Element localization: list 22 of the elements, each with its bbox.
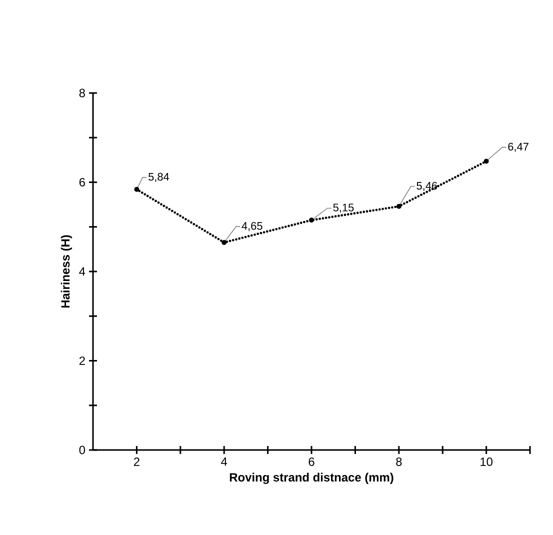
point bbox=[134, 186, 140, 192]
point bbox=[484, 158, 489, 164]
point bbox=[396, 204, 402, 209]
point bbox=[222, 240, 227, 245]
x-axis-title: Roving strand distnace (mm) bbox=[230, 472, 394, 484]
data-label: 6,47 bbox=[508, 142, 528, 152]
y-tick-label: 4 bbox=[79, 267, 86, 276]
x-tick-label: 2 bbox=[134, 457, 140, 466]
x-tick-label: 4 bbox=[221, 457, 228, 466]
y-tick-label: 0 bbox=[79, 446, 86, 454]
x-tick-label: 6 bbox=[308, 457, 314, 466]
data-label: 5,84 bbox=[148, 172, 170, 182]
y-tick-label: 8 bbox=[79, 88, 85, 98]
point bbox=[309, 218, 314, 223]
y-tick-label: 2 bbox=[79, 356, 85, 365]
data-label: 4,65 bbox=[242, 222, 262, 232]
y-tick-label: 6 bbox=[79, 178, 85, 186]
x-tick-label: 8 bbox=[396, 457, 402, 466]
x-tick-label: 10 bbox=[480, 457, 492, 466]
data-label: 5,15 bbox=[333, 204, 354, 213]
y-axis-title: Hairiness (H) bbox=[60, 235, 72, 308]
data-label: 5,46 bbox=[416, 182, 438, 191]
